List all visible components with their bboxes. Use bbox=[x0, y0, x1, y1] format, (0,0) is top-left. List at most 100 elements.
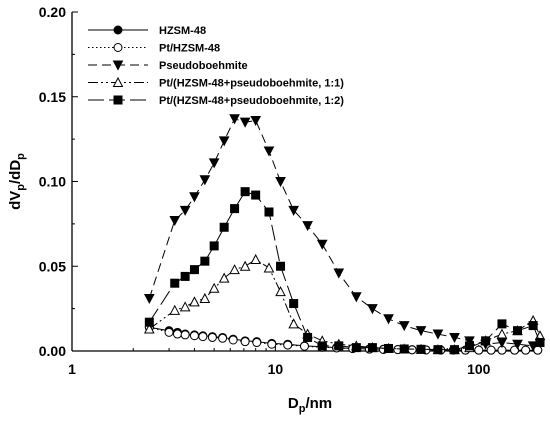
series-line bbox=[148, 191, 541, 351]
data-point bbox=[432, 329, 444, 340]
data-point bbox=[208, 282, 220, 293]
data-point bbox=[535, 338, 545, 348]
data-point bbox=[208, 158, 220, 169]
legend-marker bbox=[113, 95, 123, 105]
data-point bbox=[303, 332, 313, 342]
legend-item: HZSM-48 bbox=[88, 25, 206, 37]
data-point bbox=[497, 319, 507, 329]
data-point bbox=[512, 326, 522, 336]
data-point bbox=[415, 326, 427, 337]
data-point bbox=[189, 265, 199, 275]
data-point bbox=[218, 272, 230, 283]
data-point bbox=[239, 117, 251, 128]
data-point bbox=[398, 321, 410, 332]
data-point bbox=[252, 338, 262, 348]
data-point bbox=[288, 205, 300, 216]
data-point bbox=[433, 345, 443, 355]
data-point bbox=[383, 314, 394, 325]
legend-item: Pt/(HZSM-48+pseudoboehmite, 1:1) bbox=[88, 76, 344, 90]
x-tick-label: 1 bbox=[68, 361, 76, 377]
data-point bbox=[299, 341, 309, 351]
legend-marker bbox=[112, 76, 124, 87]
data-point bbox=[464, 341, 474, 351]
data-point bbox=[384, 343, 394, 353]
data-point bbox=[464, 336, 475, 347]
data-point bbox=[481, 336, 491, 346]
series-4 bbox=[144, 187, 545, 355]
data-point bbox=[198, 332, 208, 342]
y-tick-label: 0.00 bbox=[39, 343, 66, 359]
data-point bbox=[180, 271, 190, 281]
data-point bbox=[449, 332, 460, 344]
data-point bbox=[170, 278, 180, 288]
data-point bbox=[333, 268, 345, 279]
data-point bbox=[250, 115, 262, 127]
data-point bbox=[229, 264, 240, 275]
data-point bbox=[200, 256, 210, 266]
data-point bbox=[263, 146, 275, 157]
x-axis-title: Dp/nm bbox=[288, 395, 332, 415]
data-point bbox=[399, 344, 409, 354]
data-point bbox=[264, 207, 274, 217]
data-point bbox=[228, 335, 238, 345]
data-point bbox=[143, 293, 155, 305]
data-point bbox=[219, 222, 229, 232]
data-point bbox=[512, 339, 523, 350]
data-series bbox=[143, 114, 546, 355]
data-point bbox=[218, 136, 230, 147]
data-point bbox=[521, 345, 531, 355]
legend-label: Pt/(HZSM-48+pseudoboehmite, 1:2) bbox=[159, 95, 344, 107]
data-point bbox=[144, 317, 154, 327]
data-point bbox=[317, 341, 327, 351]
data-point bbox=[240, 187, 250, 197]
legend-marker bbox=[113, 25, 123, 35]
data-point bbox=[528, 321, 538, 331]
data-point bbox=[229, 114, 240, 125]
data-point bbox=[207, 332, 217, 342]
data-point bbox=[275, 286, 286, 297]
data-point bbox=[240, 337, 250, 347]
data-point bbox=[486, 345, 496, 355]
data-point bbox=[179, 205, 191, 216]
data-point bbox=[263, 262, 275, 273]
legend: HZSM-48 Pt/HZSM-48 Pseudoboehmite Pt/(HZSM-… bbox=[88, 25, 344, 107]
axes: 0.00 0.05 0.10 0.15 0.20 1 10 100 Dp/nm dVp/dDp bbox=[7, 4, 541, 415]
data-point bbox=[230, 204, 240, 214]
data-point bbox=[416, 344, 426, 354]
y-axis-title: dVp/dDp bbox=[7, 153, 27, 210]
data-point bbox=[250, 253, 262, 264]
data-point bbox=[199, 292, 211, 303]
data-point bbox=[288, 318, 300, 329]
legend-label: HZSM-48 bbox=[159, 25, 206, 37]
y-tick-label: 0.05 bbox=[39, 258, 66, 274]
series-2 bbox=[143, 114, 539, 352]
data-point bbox=[527, 341, 539, 352]
data-point bbox=[283, 340, 293, 350]
data-point bbox=[334, 341, 344, 351]
y-tick-label: 0.20 bbox=[39, 4, 66, 20]
legend-label: Pt/(HZSM-48+pseudoboehmite, 1:1) bbox=[159, 78, 344, 90]
data-point bbox=[351, 343, 361, 353]
legend-marker bbox=[113, 43, 123, 52]
data-point bbox=[302, 221, 313, 232]
data-point bbox=[251, 190, 261, 200]
data-point bbox=[189, 331, 199, 341]
data-point bbox=[189, 296, 200, 307]
data-point bbox=[218, 333, 228, 343]
data-point bbox=[316, 239, 328, 250]
legend-marker bbox=[112, 60, 124, 71]
data-point bbox=[180, 330, 190, 340]
x-tick-label: 10 bbox=[268, 361, 284, 377]
legend-label: Pt/HZSM-48 bbox=[159, 43, 220, 55]
data-point bbox=[367, 304, 378, 315]
y-tick-label: 0.15 bbox=[39, 89, 66, 105]
data-point bbox=[496, 328, 508, 339]
data-point bbox=[209, 241, 219, 251]
data-point bbox=[474, 345, 484, 355]
data-point bbox=[199, 175, 211, 186]
data-point bbox=[172, 329, 182, 339]
data-point bbox=[143, 323, 155, 334]
legend-item: Pt/(HZSM-48+pseudoboehmite, 1:2) bbox=[88, 95, 344, 107]
